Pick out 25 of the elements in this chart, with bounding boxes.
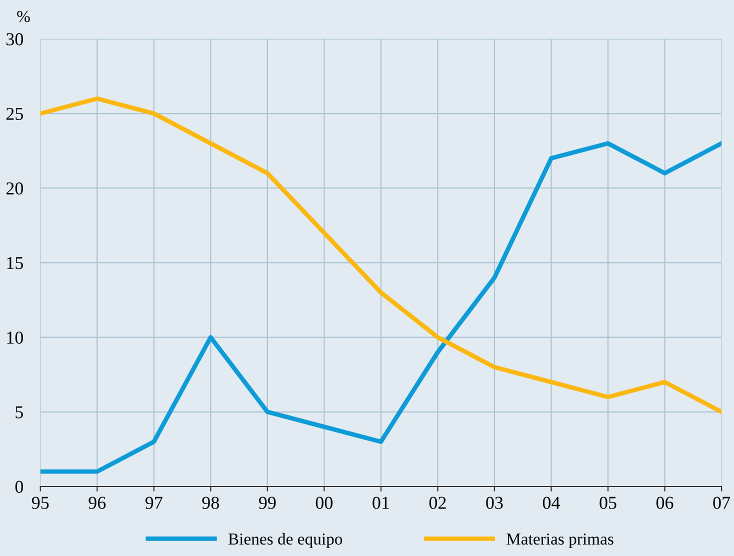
x-tick-label: 97: [145, 496, 162, 509]
x-tick-label: 00: [316, 496, 333, 509]
x-tick-label: 07: [713, 496, 730, 509]
y-tick-label: 15: [7, 257, 23, 270]
x-tick-label: 02: [429, 496, 446, 509]
legend-label: Materias primas: [506, 533, 614, 548]
x-tick-label: 05: [600, 496, 616, 509]
y-tick-label: 25: [6, 108, 23, 120]
y-tick-label: 10: [7, 332, 24, 344]
x-tick-label: 01: [372, 496, 389, 509]
x-tick-label: 95: [32, 496, 49, 509]
y-axis-title: %: [17, 10, 30, 22]
x-tick-label: 03: [486, 496, 503, 509]
y-tick-label: 5: [16, 406, 23, 418]
x-tick-label: 06: [656, 496, 674, 509]
line-series: [40, 141, 722, 474]
x-tick-label: 96: [88, 496, 106, 509]
legend-label: Bienes de equipo: [228, 532, 342, 548]
y-tick-label: 20: [6, 182, 24, 195]
x-tick-label: 99: [258, 496, 276, 509]
x-tick-label: 98: [202, 496, 219, 509]
y-tick-label: 30: [6, 33, 24, 46]
y-tick-label: 0: [15, 480, 24, 493]
x-tick-label: 04: [542, 496, 560, 509]
line-series: [40, 96, 722, 414]
